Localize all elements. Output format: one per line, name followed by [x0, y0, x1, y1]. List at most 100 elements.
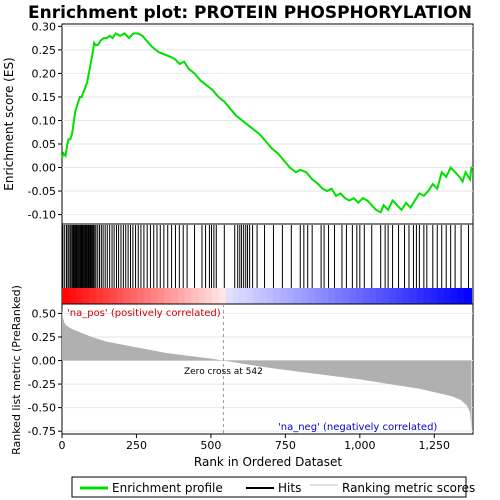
color-bar-segment — [62, 288, 70, 304]
color-bar-segment — [184, 288, 193, 304]
ranked-y-axis-label: Ranked list metric (PreRanked) — [10, 285, 23, 455]
color-bar-segment — [212, 288, 220, 304]
color-bar-segment — [464, 288, 473, 304]
x-tick-label: 1,000 — [344, 439, 376, 452]
color-bar-segment — [109, 288, 118, 304]
color-bar-segment — [362, 288, 370, 304]
color-bar-segment — [423, 288, 432, 304]
legend: Enrichment profile Hits Ranking metric s… — [71, 476, 475, 498]
color-bar-segment — [328, 288, 336, 304]
color-bar-segment — [280, 288, 288, 304]
color-bar-segment — [382, 288, 391, 304]
x-axis-label: Rank in Ordered Dataset — [194, 455, 342, 469]
color-bar-segment — [198, 288, 206, 304]
negative-correlation-label: 'na_neg' (negatively correlated) — [278, 422, 437, 433]
color-bar-segment — [375, 288, 384, 304]
es-panel-frame — [61, 23, 474, 225]
ranked-tick-label: 0.00 — [32, 355, 57, 368]
color-bar-segment — [164, 288, 172, 304]
color-bar-segment — [259, 288, 268, 304]
color-bar-segment — [205, 288, 213, 304]
es-y-axis: 0.30 0.25 0.20 0.15 0.10 0.05 0.00 -0.05 -0.10 — [28, 20, 62, 222]
color-bar-segment — [191, 288, 200, 304]
color-bar-segment — [150, 288, 159, 304]
color-bar-segment — [143, 288, 152, 304]
color-bar-segment — [116, 288, 124, 304]
color-bar-segment — [178, 288, 186, 304]
es-tick-label: 0.15 — [32, 91, 57, 104]
ranked-tick-label: 0.50 — [32, 307, 57, 320]
color-bar-segment — [307, 288, 316, 304]
color-bar-segment — [157, 288, 165, 304]
color-bar-segment — [294, 288, 302, 304]
es-y-axis-label: Enrichment score (ES) — [2, 57, 16, 190]
ranked-tick-label: -0.75 — [28, 425, 56, 438]
color-bar-segment — [82, 288, 90, 304]
color-bar-segment — [355, 288, 363, 304]
color-bar-segment — [437, 288, 445, 304]
es-tick-label: -0.05 — [28, 185, 56, 198]
color-bar-segment — [239, 288, 247, 304]
color-bar-segment — [123, 288, 131, 304]
color-bar-segment — [410, 288, 418, 304]
legend-hits-label: Hits — [278, 481, 301, 495]
color-bar-segment — [273, 288, 281, 304]
es-tick-label: -0.10 — [28, 209, 56, 222]
color-bar-segment — [96, 288, 104, 304]
color-bar-segment — [218, 288, 227, 304]
es-tick-label: 0.25 — [32, 44, 57, 57]
color-bar-segment — [287, 288, 295, 304]
es-tick-label: 0.05 — [32, 138, 57, 151]
color-bar-segment — [430, 288, 438, 304]
hits-panel — [61, 223, 474, 305]
color-bar-segment — [266, 288, 275, 304]
legend-ranking-label: Ranking metric scores — [342, 481, 475, 495]
x-tick-label: 0 — [59, 439, 66, 452]
x-tick-label: 1,250 — [419, 439, 451, 452]
ranked-tick-label: 0.25 — [32, 331, 57, 344]
enrichment-profile-line — [61, 32, 473, 214]
color-bar-segment — [341, 288, 350, 304]
color-bar-segment — [130, 288, 138, 304]
color-bar-segment — [457, 288, 466, 304]
chart-title: Enrichment plot: PROTEIN PHOSPHORYLATION — [28, 3, 472, 23]
ranked-list-panel: 0.50 0.25 0.00 -0.25 -0.50 -0.75 Zero cross a… — [10, 285, 474, 455]
enrichment-score-panel: 0.30 0.25 0.20 0.15 0.10 0.05 0.00 -0.05 -0.10 E… — [2, 20, 474, 225]
color-bar-segment — [225, 288, 234, 304]
color-bar-segment — [389, 288, 397, 304]
color-bar-segment — [246, 288, 254, 304]
color-bar-segment — [253, 288, 261, 304]
es-tick-label: 0.00 — [32, 162, 57, 175]
color-bar-segment — [444, 288, 452, 304]
color-bar-segment — [300, 288, 309, 304]
ranking-metric-area — [62, 308, 472, 432]
x-axis: 0 250 500 750 1,000 1,250 — [59, 434, 451, 452]
es-tick-label: 0.20 — [32, 67, 57, 80]
color-bar-segment — [171, 288, 179, 304]
ranked-tick-label: -0.25 — [28, 378, 56, 391]
es-tick-label: 0.30 — [32, 20, 57, 33]
color-bar-segment — [369, 288, 377, 304]
x-tick-label: 500 — [200, 439, 221, 452]
x-tick-label: 250 — [126, 439, 147, 452]
positive-correlation-label: 'na_pos' (positively correlated) — [67, 308, 221, 319]
color-bar-segment — [396, 288, 404, 304]
legend-enrichment-label: Enrichment profile — [112, 481, 223, 495]
color-bar-segment — [321, 288, 329, 304]
color-bar-segment — [348, 288, 356, 304]
es-tick-label: 0.10 — [32, 114, 57, 127]
color-bar-segment — [75, 288, 83, 304]
color-bar-segment — [314, 288, 322, 304]
x-tick-label: 750 — [275, 439, 296, 452]
hit-lines — [62, 225, 470, 288]
color-bar-segment — [68, 288, 77, 304]
color-bar-segment — [403, 288, 411, 304]
color-bar-segment — [137, 288, 145, 304]
zero-cross-label: Zero cross at 542 — [184, 367, 263, 377]
rank-color-bar — [62, 288, 473, 304]
color-bar-segment — [335, 288, 343, 304]
color-bar-segment — [451, 288, 459, 304]
ranked-y-axis: 0.50 0.25 0.00 -0.25 -0.50 -0.75 — [28, 307, 62, 438]
color-bar-segment — [232, 288, 240, 304]
